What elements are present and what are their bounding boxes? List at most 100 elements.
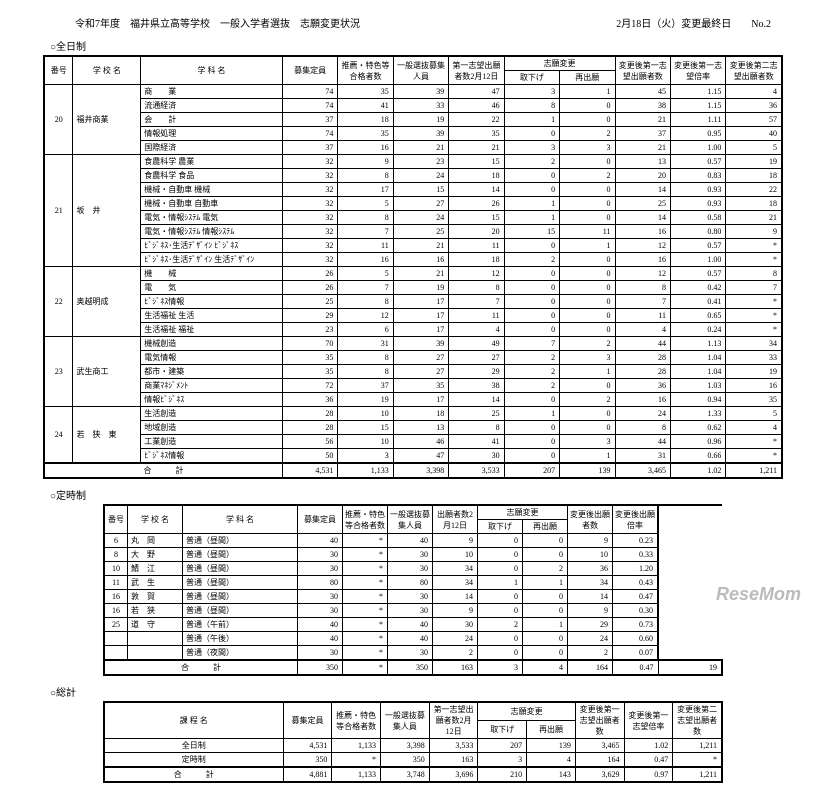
cell: 0	[560, 309, 615, 323]
school-name	[128, 632, 183, 646]
cell: 1,211	[673, 767, 722, 782]
cell: 74	[282, 85, 337, 99]
cell: 39	[393, 85, 448, 99]
cell: 44	[615, 435, 670, 449]
dept-name: 都市・建築	[141, 365, 283, 379]
cell: 0	[560, 379, 615, 393]
cell: 0.24	[670, 323, 725, 337]
cell: 25	[615, 197, 670, 211]
cell: 0	[504, 267, 559, 281]
cell: 0	[523, 632, 568, 646]
cell: 32	[282, 155, 337, 169]
cell: 57	[726, 113, 782, 127]
cell: 28	[615, 365, 670, 379]
cell: 29	[449, 365, 504, 379]
cell: 0.95	[670, 127, 725, 141]
cell: 24	[433, 632, 478, 646]
table-row: ﾋﾞｼﾞﾈｽ･生活ﾃﾞｻﾞｲﾝ ﾋﾞｼﾞﾈｽ3211211101120.57*	[44, 239, 782, 253]
section-parttime: ○定時制	[50, 487, 811, 502]
cell: 16	[393, 253, 448, 267]
dept-name: 電 気	[141, 281, 283, 295]
table-row: 20福井商業商 業7435394731451.154	[44, 85, 782, 99]
col-change: 志願変更	[478, 505, 568, 520]
cell: 4,881	[283, 767, 332, 782]
school-no: 22	[44, 267, 73, 337]
table-total: 課 程 名募集定員推薦・特色等合格者数一般選抜募集人員第一志望出願者数2月12日…	[103, 701, 723, 783]
cell: 0.97	[624, 767, 673, 782]
cell: 3,533	[449, 463, 504, 478]
cell: 49	[449, 337, 504, 351]
table-row: 情報処理7435393502370.9540	[44, 127, 782, 141]
cell: 38	[615, 99, 670, 113]
table-row: 24若 狭 東生活創造2810182510241.335	[44, 407, 782, 421]
col-gen: 一般選抜募集人員	[388, 505, 433, 534]
table-row: 食農科学 食品328241802200.8318	[44, 169, 782, 183]
cell: 1.13	[670, 337, 725, 351]
cell: 8	[449, 281, 504, 295]
cell: 2	[560, 127, 615, 141]
table-row: 機械・自動車 機械3217151400140.9322	[44, 183, 782, 197]
cell: 0	[504, 323, 559, 337]
cell: 350	[283, 753, 332, 768]
cell: 24	[393, 211, 448, 225]
row-no: 16	[104, 604, 128, 618]
cell: 0	[504, 421, 559, 435]
row-no: 16	[104, 590, 128, 604]
cell: 40	[298, 534, 343, 548]
cell: 40	[298, 632, 343, 646]
table-row: 普通（午後）40*402400240.60	[104, 632, 722, 646]
col-r: 再出願	[523, 520, 568, 534]
col-gen: 一般選抜募集人員	[393, 56, 448, 85]
col-ap1: 第一志望出願者数2月12日	[449, 56, 504, 85]
dept-name: 商業ﾏﾈｼﾞﾒﾝﾄ	[141, 379, 283, 393]
school-name: 奥越明成	[73, 267, 141, 337]
cell: 11	[615, 309, 670, 323]
cell: 0	[523, 646, 568, 661]
cell: 0.80	[670, 225, 725, 239]
dept-name: 普通（昼間）	[183, 590, 298, 604]
col-ap2: 変更後第二志望出願者数	[726, 56, 782, 85]
cell: 1.15	[670, 85, 725, 99]
page-header: 令和7年度 福井県立高等学校 一般入学者選抜 志願変更状況 2月18日（火）変更…	[15, 15, 811, 30]
cell: 30	[298, 562, 343, 576]
school-name: 若 狭 東	[73, 407, 141, 464]
cell: 19	[726, 365, 782, 379]
cell: 21	[393, 267, 448, 281]
cell: 11	[560, 225, 615, 239]
cell: 2	[568, 646, 613, 661]
cell: 0	[504, 281, 559, 295]
col-rate: 変更後第一志望倍率	[670, 56, 725, 85]
course-name: 全日制	[104, 739, 283, 753]
cell: 3,748	[381, 767, 430, 782]
cell: 3,465	[575, 739, 624, 753]
cell: 13	[615, 155, 670, 169]
cell: 0.93	[670, 197, 725, 211]
cell: 0.47	[624, 753, 673, 768]
cell: 20	[449, 225, 504, 239]
col-r: 再出願	[560, 71, 615, 85]
cell: 24	[568, 632, 613, 646]
cell: 32	[282, 197, 337, 211]
cell: 70	[282, 337, 337, 351]
cell: 0	[560, 295, 615, 309]
col-rate2: 変更後出願倍率	[613, 505, 659, 534]
cell: *	[343, 660, 388, 675]
cell: 13	[393, 421, 448, 435]
cell: 30	[388, 590, 433, 604]
cell: 163	[429, 753, 478, 768]
cell: 0	[504, 239, 559, 253]
cell: 8	[449, 421, 504, 435]
cell: 19	[393, 281, 448, 295]
cell: 26	[282, 281, 337, 295]
cell: 0.47	[613, 660, 659, 675]
cell: 0	[523, 604, 568, 618]
cell: *	[343, 590, 388, 604]
cell: 10	[433, 548, 478, 562]
cell: 2	[433, 646, 478, 661]
dept-name: 工業創造	[141, 435, 283, 449]
cell: 2	[560, 393, 615, 407]
cell: 1.33	[670, 407, 725, 421]
cell: 39	[393, 127, 448, 141]
cell: 12	[615, 239, 670, 253]
cell: 1.02	[624, 739, 673, 753]
